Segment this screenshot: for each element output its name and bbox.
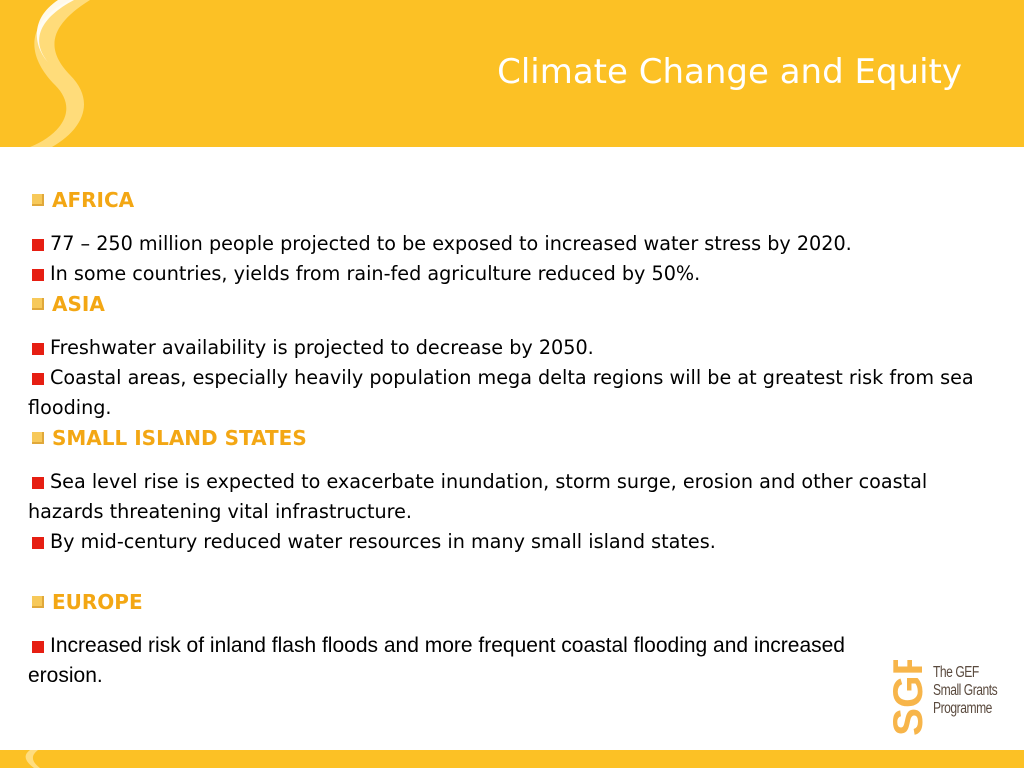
section-heading-small-island-states: SMALL ISLAND STATES bbox=[28, 423, 998, 453]
list-item: Freshwater availability is projected to … bbox=[28, 333, 998, 363]
section-heading-text: ASIA bbox=[52, 292, 105, 316]
list-item-text: Freshwater availability is projected to … bbox=[50, 336, 594, 359]
list-item: Coastal areas, especially heavily popula… bbox=[28, 363, 998, 423]
section-heading-africa: AFRICA bbox=[28, 185, 998, 215]
section-heading-europe: EUROPE bbox=[28, 587, 998, 617]
sgp-logo: SGP The GEF Small Grants Programme bbox=[882, 660, 1012, 740]
footer-swoosh-decoration bbox=[25, 750, 40, 768]
logo-line: Programme bbox=[933, 700, 992, 717]
square-bullet-icon bbox=[32, 537, 44, 549]
list-item-text: By mid-century reduced water resources i… bbox=[50, 530, 716, 553]
list-item-text: Increased risk of inland flash floods an… bbox=[28, 634, 845, 687]
logo-line: Small Grants bbox=[933, 682, 998, 699]
list-item: Sea level rise is expected to exacerbate… bbox=[28, 467, 998, 527]
square-bullet-icon bbox=[32, 373, 44, 385]
list-item: In some countries, yields from rain-fed … bbox=[28, 259, 998, 289]
list-item: 77 – 250 million people projected to be … bbox=[28, 229, 998, 259]
square-bullet-icon bbox=[32, 194, 44, 206]
slide-header: Climate Change and Equity bbox=[0, 0, 1024, 147]
list-item-text: Sea level rise is expected to exacerbate… bbox=[28, 470, 928, 523]
logo-line: The GEF bbox=[933, 664, 979, 681]
slide-footer bbox=[0, 750, 1024, 768]
section-heading-text: EUROPE bbox=[52, 590, 143, 614]
sgp-logo-mark: SGP bbox=[884, 660, 931, 736]
list-item-text: In some countries, yields from rain-fed … bbox=[50, 262, 701, 285]
square-bullet-icon bbox=[32, 596, 44, 608]
square-bullet-icon bbox=[32, 477, 44, 489]
square-bullet-icon bbox=[32, 298, 44, 310]
list-item-text: Coastal areas, especially heavily popula… bbox=[28, 366, 974, 419]
list-item: By mid-century reduced water resources i… bbox=[28, 527, 998, 557]
square-bullet-icon bbox=[32, 239, 44, 251]
sgp-logo-text: The GEF Small Grants Programme bbox=[933, 664, 998, 718]
square-bullet-icon bbox=[32, 343, 44, 355]
list-item: Increased risk of inland flash floods an… bbox=[28, 631, 858, 691]
swoosh-decoration bbox=[30, 0, 90, 147]
list-item-text: 77 – 250 million people projected to be … bbox=[50, 232, 852, 255]
square-bullet-icon bbox=[32, 641, 44, 653]
section-heading-text: SMALL ISLAND STATES bbox=[52, 426, 307, 450]
square-bullet-icon bbox=[32, 432, 44, 444]
square-bullet-icon bbox=[32, 269, 44, 281]
svg-text:SGP: SGP bbox=[884, 660, 931, 736]
section-heading-asia: ASIA bbox=[28, 289, 998, 319]
section-heading-text: AFRICA bbox=[52, 188, 135, 212]
slide-title: Climate Change and Equity bbox=[497, 52, 962, 92]
slide-body: AFRICA 77 – 250 million people projected… bbox=[28, 185, 998, 691]
